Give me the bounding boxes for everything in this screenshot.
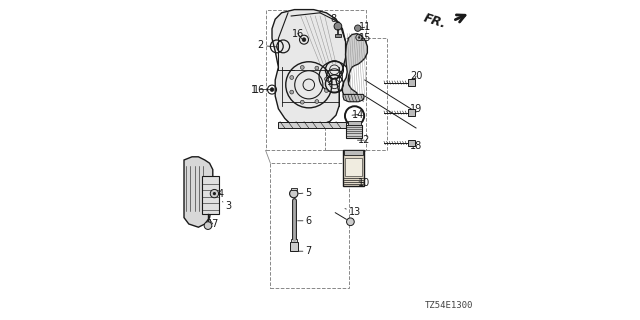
Text: 5: 5 <box>298 188 312 198</box>
Bar <box>325 38 387 150</box>
Polygon shape <box>278 122 346 128</box>
Text: TZ54E1300: TZ54E1300 <box>425 301 474 310</box>
Text: 17: 17 <box>207 219 219 229</box>
Text: 10: 10 <box>358 178 371 188</box>
Circle shape <box>324 89 328 92</box>
Bar <box>346 125 362 138</box>
Bar <box>335 34 341 37</box>
Circle shape <box>315 66 319 70</box>
Circle shape <box>334 22 342 30</box>
Text: 6: 6 <box>298 216 312 226</box>
Bar <box>270 163 349 288</box>
Text: FR.: FR. <box>422 12 448 31</box>
Circle shape <box>290 76 294 79</box>
Text: 19: 19 <box>410 104 422 115</box>
Bar <box>408 140 415 146</box>
Text: 18: 18 <box>410 141 422 151</box>
Text: 16: 16 <box>253 85 270 95</box>
Text: 4: 4 <box>216 188 224 199</box>
Text: 8: 8 <box>330 13 337 24</box>
Circle shape <box>358 36 360 39</box>
Circle shape <box>315 100 319 103</box>
Text: 3: 3 <box>223 201 232 212</box>
Circle shape <box>289 189 298 198</box>
Bar <box>408 109 415 116</box>
Bar <box>291 188 297 190</box>
Text: 16: 16 <box>291 28 304 39</box>
Text: 2: 2 <box>258 40 278 51</box>
Bar <box>266 10 367 150</box>
Circle shape <box>347 218 355 226</box>
Polygon shape <box>342 34 367 101</box>
Polygon shape <box>343 94 364 102</box>
Bar <box>344 150 363 155</box>
Bar <box>408 79 415 86</box>
Circle shape <box>355 25 361 31</box>
Text: 14: 14 <box>352 109 365 120</box>
Circle shape <box>324 77 328 81</box>
Text: 12: 12 <box>357 135 371 145</box>
Bar <box>348 121 361 125</box>
Bar <box>202 176 219 214</box>
Text: 20: 20 <box>410 71 422 82</box>
Bar <box>344 158 362 176</box>
Text: 9: 9 <box>326 76 335 87</box>
Bar <box>291 239 297 242</box>
Text: 7: 7 <box>298 246 312 256</box>
Circle shape <box>302 38 306 42</box>
Circle shape <box>210 189 219 198</box>
Circle shape <box>270 88 274 92</box>
Text: 13: 13 <box>345 207 362 217</box>
Circle shape <box>300 66 304 69</box>
Circle shape <box>300 100 304 104</box>
Circle shape <box>290 90 294 94</box>
Text: 1: 1 <box>252 84 268 95</box>
Bar <box>290 242 298 251</box>
Circle shape <box>204 222 212 229</box>
Polygon shape <box>272 10 346 128</box>
Circle shape <box>212 192 216 195</box>
Text: 11: 11 <box>358 22 371 32</box>
Bar <box>343 150 364 186</box>
Text: 15: 15 <box>358 33 371 44</box>
Polygon shape <box>184 157 212 227</box>
